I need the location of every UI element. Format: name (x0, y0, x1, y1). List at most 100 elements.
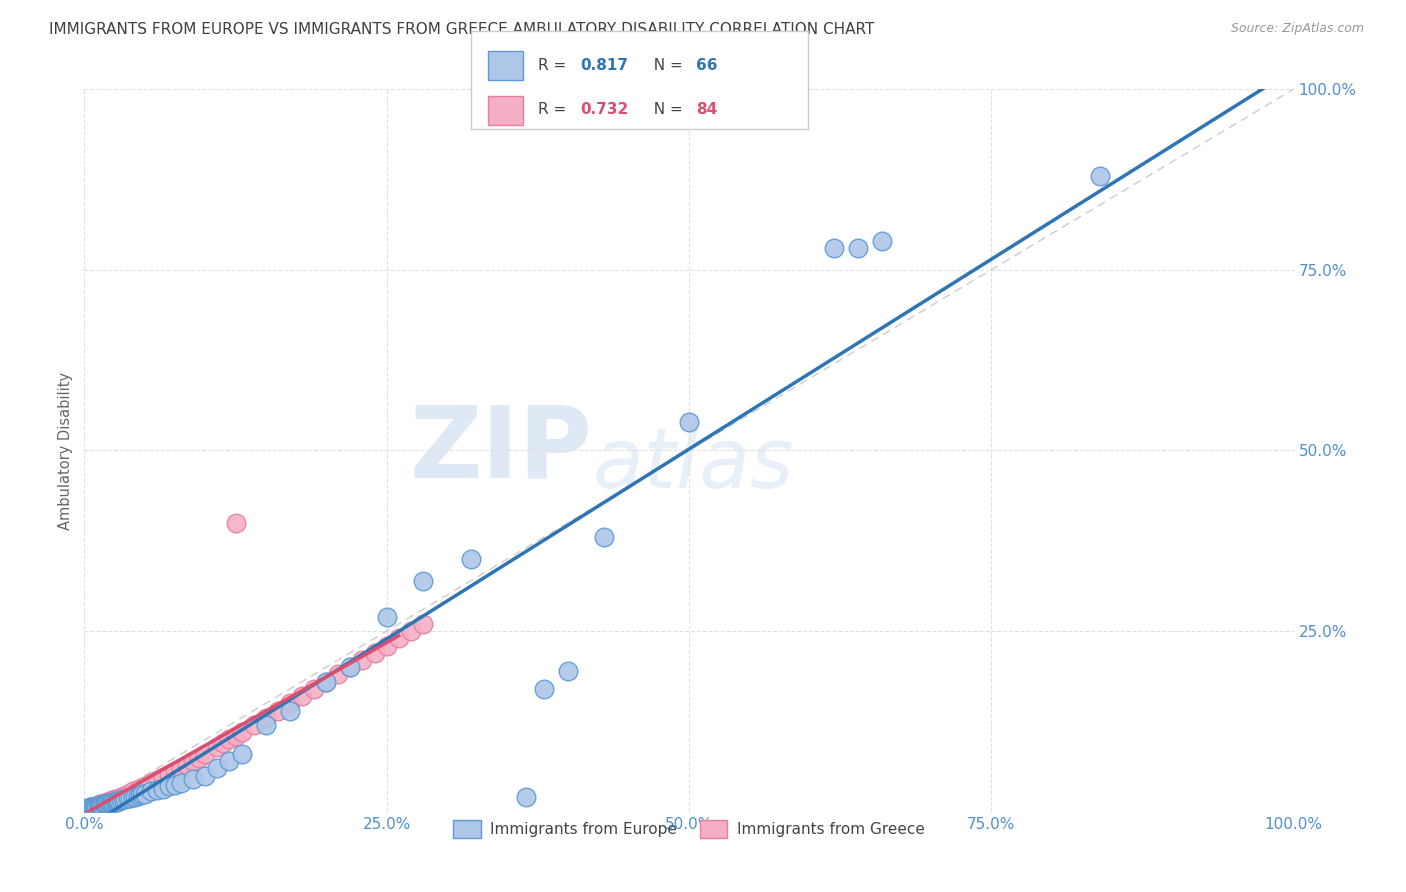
Point (103, 793, 125, 807)
Point (112, 789, 135, 803)
Y-axis label: Ambulatory Disability: Ambulatory Disability (58, 371, 73, 530)
Point (86, 799, 108, 814)
Point (231, 725, 253, 739)
Point (315, 674, 337, 689)
Point (84, 799, 107, 814)
Point (170, 776, 193, 790)
Point (254, 718, 277, 732)
Point (176, 757, 198, 772)
Point (302, 681, 325, 696)
Point (86, 799, 108, 814)
Point (84, 799, 107, 814)
Point (82, 800, 104, 814)
Point (121, 784, 143, 798)
Point (77, 802, 100, 816)
Point (1088, 169, 1111, 183)
Point (460, 551, 482, 566)
Point (557, 664, 579, 678)
Point (86, 799, 108, 814)
Point (76, 803, 98, 817)
Point (98, 794, 121, 808)
Point (388, 632, 411, 646)
Point (87, 798, 110, 813)
Point (412, 574, 434, 588)
Point (79, 800, 101, 814)
Point (82, 799, 104, 814)
Point (231, 747, 253, 761)
Point (87, 798, 110, 813)
Point (194, 747, 217, 761)
Point (86, 798, 108, 813)
Point (165, 764, 187, 779)
Point (339, 660, 361, 674)
Point (90, 797, 112, 812)
Point (86, 799, 108, 814)
Point (399, 624, 422, 639)
Point (100, 796, 122, 810)
Point (128, 781, 150, 796)
Legend: Immigrants from Europe, Immigrants from Greece: Immigrants from Europe, Immigrants from … (447, 814, 931, 844)
Point (225, 729, 247, 743)
Point (181, 754, 204, 768)
Point (218, 732, 240, 747)
Point (94, 797, 117, 811)
Point (121, 790, 143, 805)
Point (77, 801, 100, 815)
Point (96, 796, 118, 810)
Point (80, 800, 103, 814)
Point (515, 790, 537, 805)
Point (100, 794, 122, 808)
Point (83, 799, 105, 814)
Point (278, 704, 301, 718)
Point (207, 739, 229, 754)
Point (278, 696, 301, 710)
Point (267, 704, 290, 718)
Point (139, 776, 162, 790)
Point (90, 797, 112, 812)
Point (375, 639, 398, 653)
Point (101, 793, 124, 807)
Point (181, 772, 204, 787)
Point (97, 795, 120, 809)
Point (165, 778, 187, 792)
Point (315, 674, 337, 689)
Point (80, 800, 103, 814)
Point (823, 241, 845, 255)
Point (93, 797, 115, 811)
Point (103, 795, 125, 809)
Point (98, 795, 121, 809)
Point (89, 798, 111, 813)
Point (678, 415, 700, 429)
Point (328, 667, 350, 681)
Point (93, 797, 115, 811)
Point (375, 609, 398, 624)
Point (152, 781, 174, 796)
Point (157, 767, 180, 781)
Point (291, 689, 314, 703)
Point (194, 769, 217, 783)
Point (94, 796, 117, 810)
Point (104, 795, 127, 809)
Point (129, 788, 152, 802)
Point (101, 795, 124, 809)
Text: 0.817: 0.817 (581, 58, 628, 72)
Point (90, 798, 112, 813)
Point (97, 795, 120, 809)
Point (146, 783, 169, 797)
Text: atlas: atlas (592, 425, 794, 506)
Point (117, 788, 139, 802)
Point (207, 761, 229, 775)
Point (218, 754, 240, 768)
Point (79, 800, 101, 814)
Point (112, 792, 135, 806)
Point (107, 794, 129, 808)
Point (83, 799, 105, 814)
Point (82, 800, 104, 814)
Point (93, 797, 115, 812)
Point (77, 801, 100, 815)
Point (94, 796, 117, 810)
Point (77, 802, 100, 816)
Point (91, 797, 114, 812)
Point (96, 795, 118, 809)
Point (110, 793, 132, 807)
